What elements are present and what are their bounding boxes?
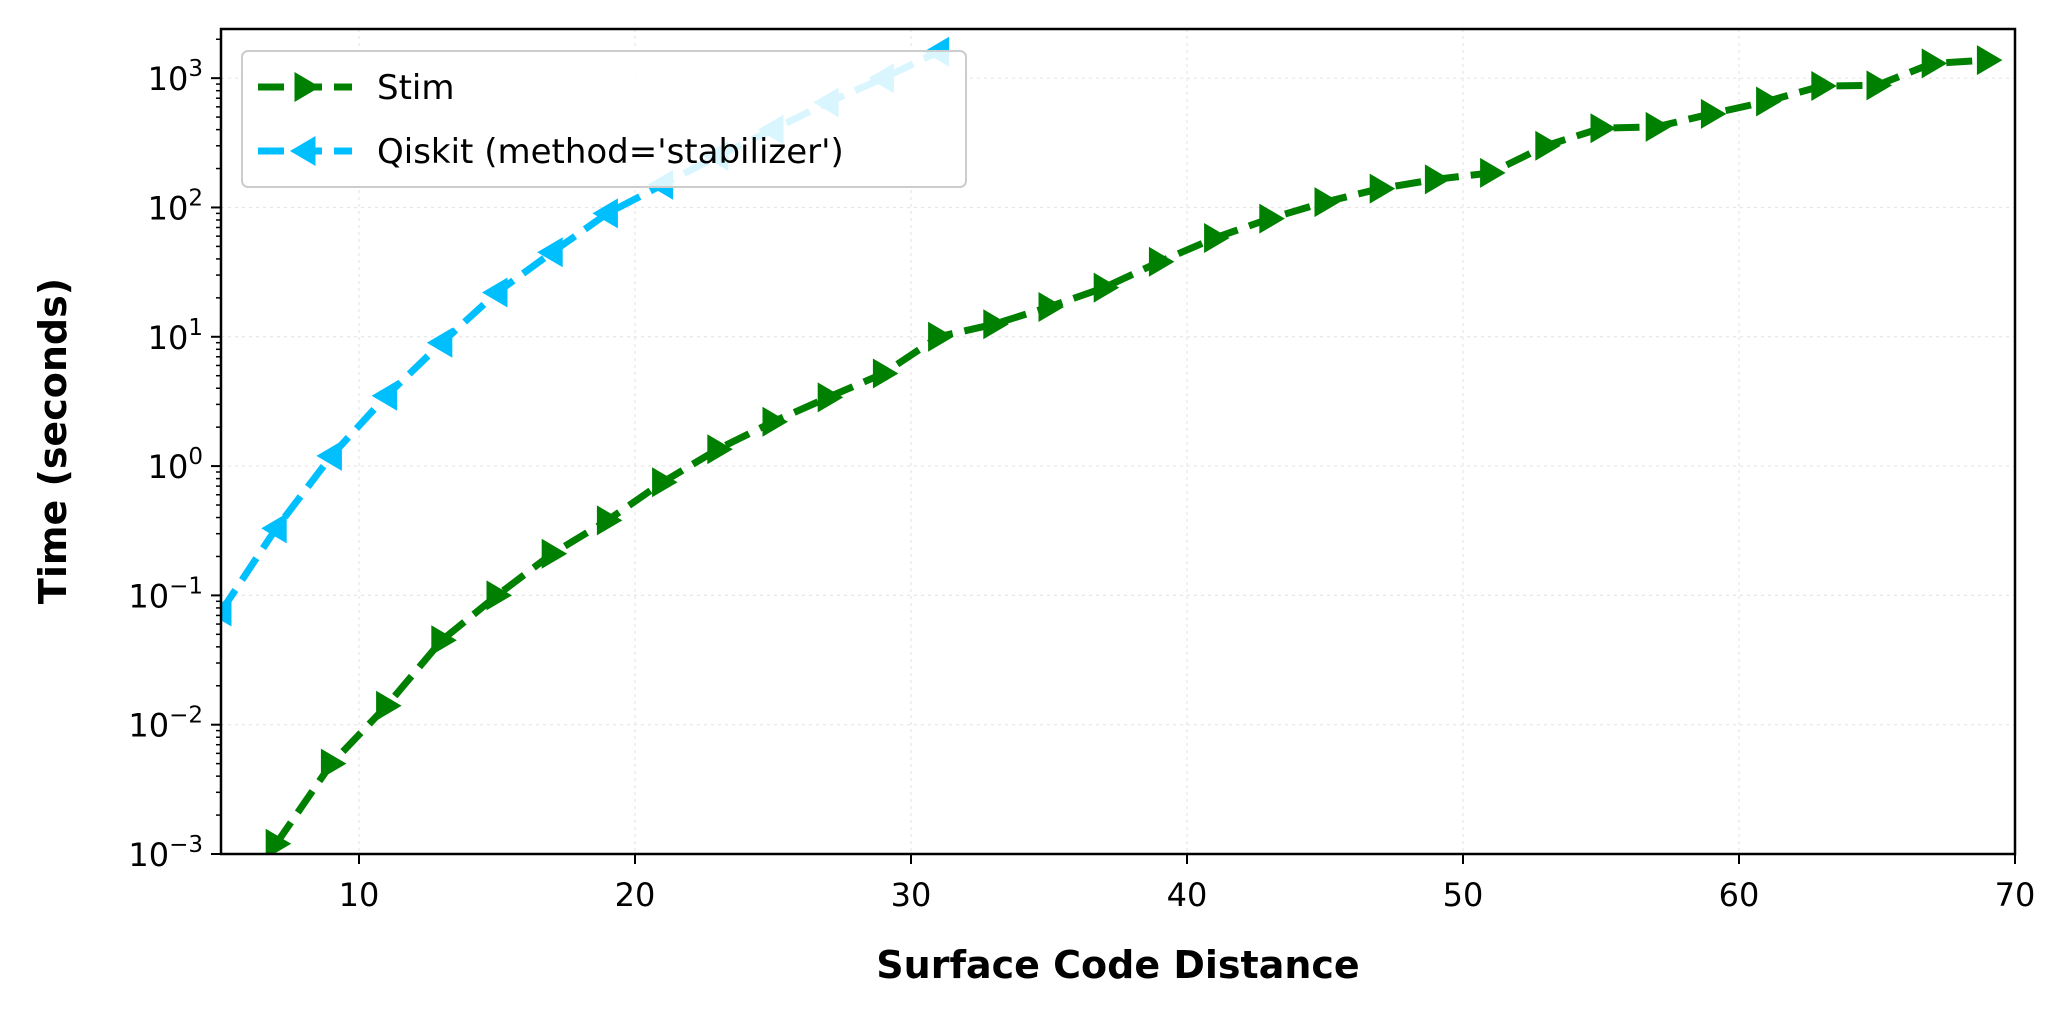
plot-frame <box>219 27 2017 856</box>
y-tick-label: 103 <box>148 56 203 98</box>
data-point <box>1590 113 1616 144</box>
y-axis-title: Time (seconds) <box>31 278 75 604</box>
x-tick-label: 70 <box>1995 876 2036 914</box>
data-point <box>1756 86 1782 117</box>
legend-swatch-marker <box>294 72 320 102</box>
data-point <box>537 237 563 268</box>
data-point <box>592 198 618 229</box>
data-point <box>426 327 453 358</box>
data-point <box>983 309 1009 340</box>
series-group <box>221 36 2003 854</box>
axis-ticks: 10 20 30 40 50 60 70 10−3 10−2 10−1 100 101 102 103 <box>128 38 2036 914</box>
y-tick-label: 102 <box>148 185 203 227</box>
legend-swatch-marker <box>290 136 316 166</box>
data-point <box>1700 98 1727 129</box>
data-point <box>541 538 568 569</box>
legend-box <box>241 50 967 188</box>
data-point <box>261 513 287 544</box>
data-point <box>596 505 623 536</box>
x-tick-label: 60 <box>1719 876 1760 914</box>
data-point <box>1811 70 1837 101</box>
x-tick-label: 30 <box>891 876 932 914</box>
data-point <box>376 690 402 721</box>
data-point <box>817 382 844 413</box>
data-point <box>1314 187 1340 218</box>
y-tick-label: 101 <box>148 315 203 357</box>
legend: Stim Qiskit (method='stabilizer') <box>241 50 967 188</box>
data-point <box>316 440 342 471</box>
data-point <box>1038 291 1064 322</box>
x-tick-label: 40 <box>1167 876 1208 914</box>
data-point <box>371 380 398 411</box>
data-point <box>1424 164 1451 195</box>
data-point <box>1259 203 1285 234</box>
data-point <box>221 596 232 627</box>
series-0 <box>265 45 2003 854</box>
legend-label: Stim <box>377 68 454 108</box>
legend-label: Qiskit (method='stabilizer') <box>377 132 844 172</box>
data-point <box>1204 223 1230 254</box>
x-axis-title: Surface Code Distance <box>876 943 1359 987</box>
y-tick-label: 100 <box>148 444 203 486</box>
data-point <box>482 277 508 308</box>
data-point <box>1148 246 1175 277</box>
data-point <box>265 828 292 854</box>
y-tick-label: 10−1 <box>128 573 203 615</box>
data-point <box>486 580 512 611</box>
data-point <box>1093 272 1120 303</box>
data-point <box>320 748 347 779</box>
data-point <box>1369 173 1396 204</box>
data-point <box>1480 157 1506 188</box>
data-point <box>431 625 457 656</box>
data-point <box>1866 70 1892 101</box>
data-point <box>1535 130 1561 161</box>
data-point <box>872 358 899 389</box>
data-point <box>1645 111 1672 142</box>
x-tick-label: 20 <box>615 876 656 914</box>
data-point <box>762 406 788 437</box>
data-point <box>707 434 733 465</box>
data-point <box>652 467 678 498</box>
y-tick-label: 10−2 <box>128 703 203 745</box>
y-tick-label: 10−3 <box>128 832 203 874</box>
data-point <box>1976 45 2003 76</box>
data-point <box>1921 48 1948 79</box>
x-tick-label: 50 <box>1443 876 1484 914</box>
x-tick-label: 10 <box>339 876 380 914</box>
data-point <box>928 321 954 352</box>
